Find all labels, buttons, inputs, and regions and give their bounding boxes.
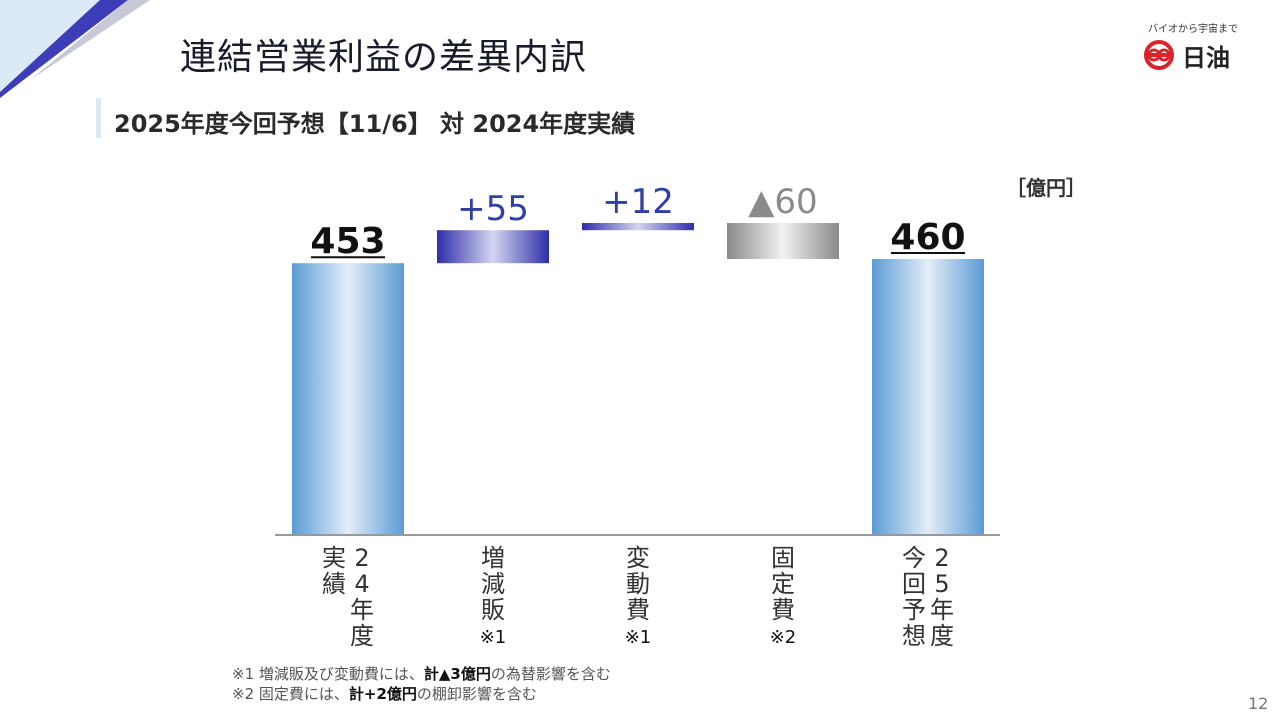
category-note-mark: ※1 xyxy=(624,627,652,648)
bar-total-1 xyxy=(292,263,404,535)
bar-delta-2 xyxy=(437,230,549,264)
corner-decoration xyxy=(0,0,150,98)
footnote-1-highlight: 計▲3億円 xyxy=(423,665,491,683)
data-label-4: ▲60 xyxy=(748,182,817,222)
subtitle-accent-bar xyxy=(96,98,101,138)
category-label-column: 今回予想 xyxy=(902,544,926,650)
bar-total-5 xyxy=(872,259,984,535)
page-number: 12 xyxy=(1248,694,1269,713)
data-label-1: 453 xyxy=(310,221,385,262)
category-note-mark: ※1 xyxy=(479,627,507,648)
unit-label: ［億円］ xyxy=(1006,176,1086,200)
company-logo: バイオから宇宙まで 日油 xyxy=(1140,20,1250,72)
bar-delta-4 xyxy=(727,223,839,259)
category-note-mark: ※2 xyxy=(769,627,797,648)
page-title: 連結営業利益の差異内訳 xyxy=(180,37,588,78)
category-label-4: 固定費 ※2 xyxy=(770,545,797,651)
footnote-1: ※1 増減販及び変動費には、計▲3億円の為替影響を含む xyxy=(232,664,611,684)
footnote-2-prefix: ※2 固定費には、 xyxy=(232,685,349,703)
data-label-2: +55 xyxy=(457,189,529,229)
category-label-column: 変動費 ※1 xyxy=(625,545,652,651)
logo-name: 日油 xyxy=(1182,44,1230,72)
category-label-3: 変動費 ※1 xyxy=(625,545,652,651)
bar-delta-3 xyxy=(582,223,694,231)
logo-tagline: バイオから宇宙まで xyxy=(1148,24,1238,35)
category-label-column: 固定費 ※2 xyxy=(770,545,797,651)
subtitle: 2025年度今回予想【11/6】 対 2024年度実績 xyxy=(114,110,636,138)
data-label-3: +12 xyxy=(602,182,674,222)
footnote-2-suffix: の棚卸影響を含む xyxy=(416,685,537,703)
data-label-5: 460 xyxy=(890,217,965,258)
footnotes: ※1 増減販及び変動費には、計▲3億円の為替影響を含む ※2 固定費には、計+2… xyxy=(232,664,611,704)
footnote-1-prefix: ※1 増減販及び変動費には、 xyxy=(232,665,424,683)
category-label-2: 増減販 ※1 xyxy=(480,545,507,651)
category-label-column: 増減販 ※1 xyxy=(480,545,507,651)
category-label-column: 実績 xyxy=(322,544,346,598)
footnote-2: ※2 固定費には、計+2億円の棚卸影響を含む xyxy=(232,684,611,704)
footnote-2-highlight: 計+2億円 xyxy=(348,685,417,703)
logo-mark-icon xyxy=(1144,40,1174,70)
footnote-1-suffix: の為替影響を含む xyxy=(490,665,611,683)
